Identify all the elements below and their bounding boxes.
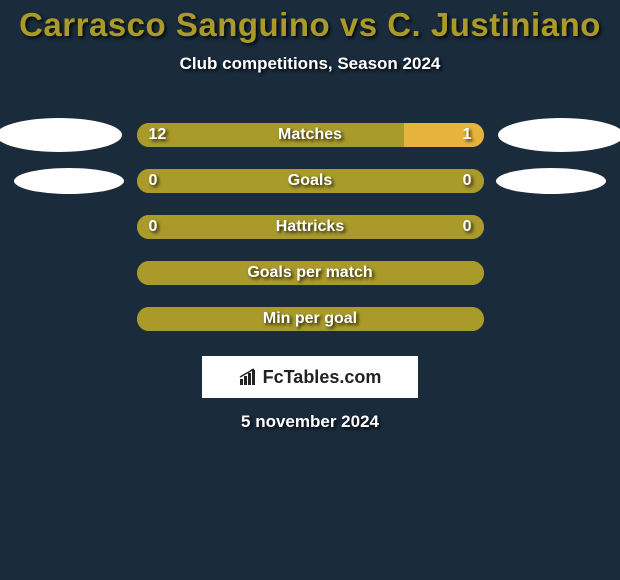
player-ellipse-left [0, 118, 122, 152]
stat-value-right: 0 [463, 169, 472, 193]
stat-value-right: 0 [463, 215, 472, 239]
player-ellipse-right [496, 168, 606, 194]
player-ellipse-left [14, 168, 124, 194]
stat-label: Min per goal [137, 307, 484, 331]
stat-bar: Goals per match [137, 261, 484, 285]
stat-label: Hattricks [137, 215, 484, 239]
stat-label: Goals per match [137, 261, 484, 285]
logo-box[interactable]: FcTables.com [202, 356, 418, 398]
bar-chart-icon [239, 368, 259, 386]
page-title: Carrasco Sanguino vs C. Justiniano [0, 6, 620, 44]
player-ellipse-right [498, 118, 620, 152]
stat-bar: Goals0 0 [137, 169, 484, 193]
stat-bar: Min per goal [137, 307, 484, 331]
stat-rows: Matches121Goals00Hattricks00Goals per ma… [0, 112, 620, 342]
stat-label: Goals [137, 169, 484, 193]
stat-value-left: 12 [149, 123, 167, 147]
stat-value-left: 0 [149, 215, 158, 239]
date-label: 5 november 2024 [0, 412, 620, 432]
stat-value-right: 1 [463, 123, 472, 147]
stat-bar: Matches12 1 [137, 123, 484, 147]
stat-row: Goals per match [0, 250, 620, 296]
comparison-card: Carrasco Sanguino vs C. Justiniano Club … [0, 0, 620, 432]
stat-bar: Hattricks0 0 [137, 215, 484, 239]
stat-row: Goals0 0 [0, 158, 620, 204]
logo-text: FcTables.com [263, 367, 382, 388]
subtitle: Club competitions, Season 2024 [0, 54, 620, 74]
stat-value-left: 0 [149, 169, 158, 193]
stat-label: Matches [137, 123, 484, 147]
stat-row: Hattricks0 0 [0, 204, 620, 250]
stat-row: Min per goal [0, 296, 620, 342]
stat-row: Matches12 1 [0, 112, 620, 158]
